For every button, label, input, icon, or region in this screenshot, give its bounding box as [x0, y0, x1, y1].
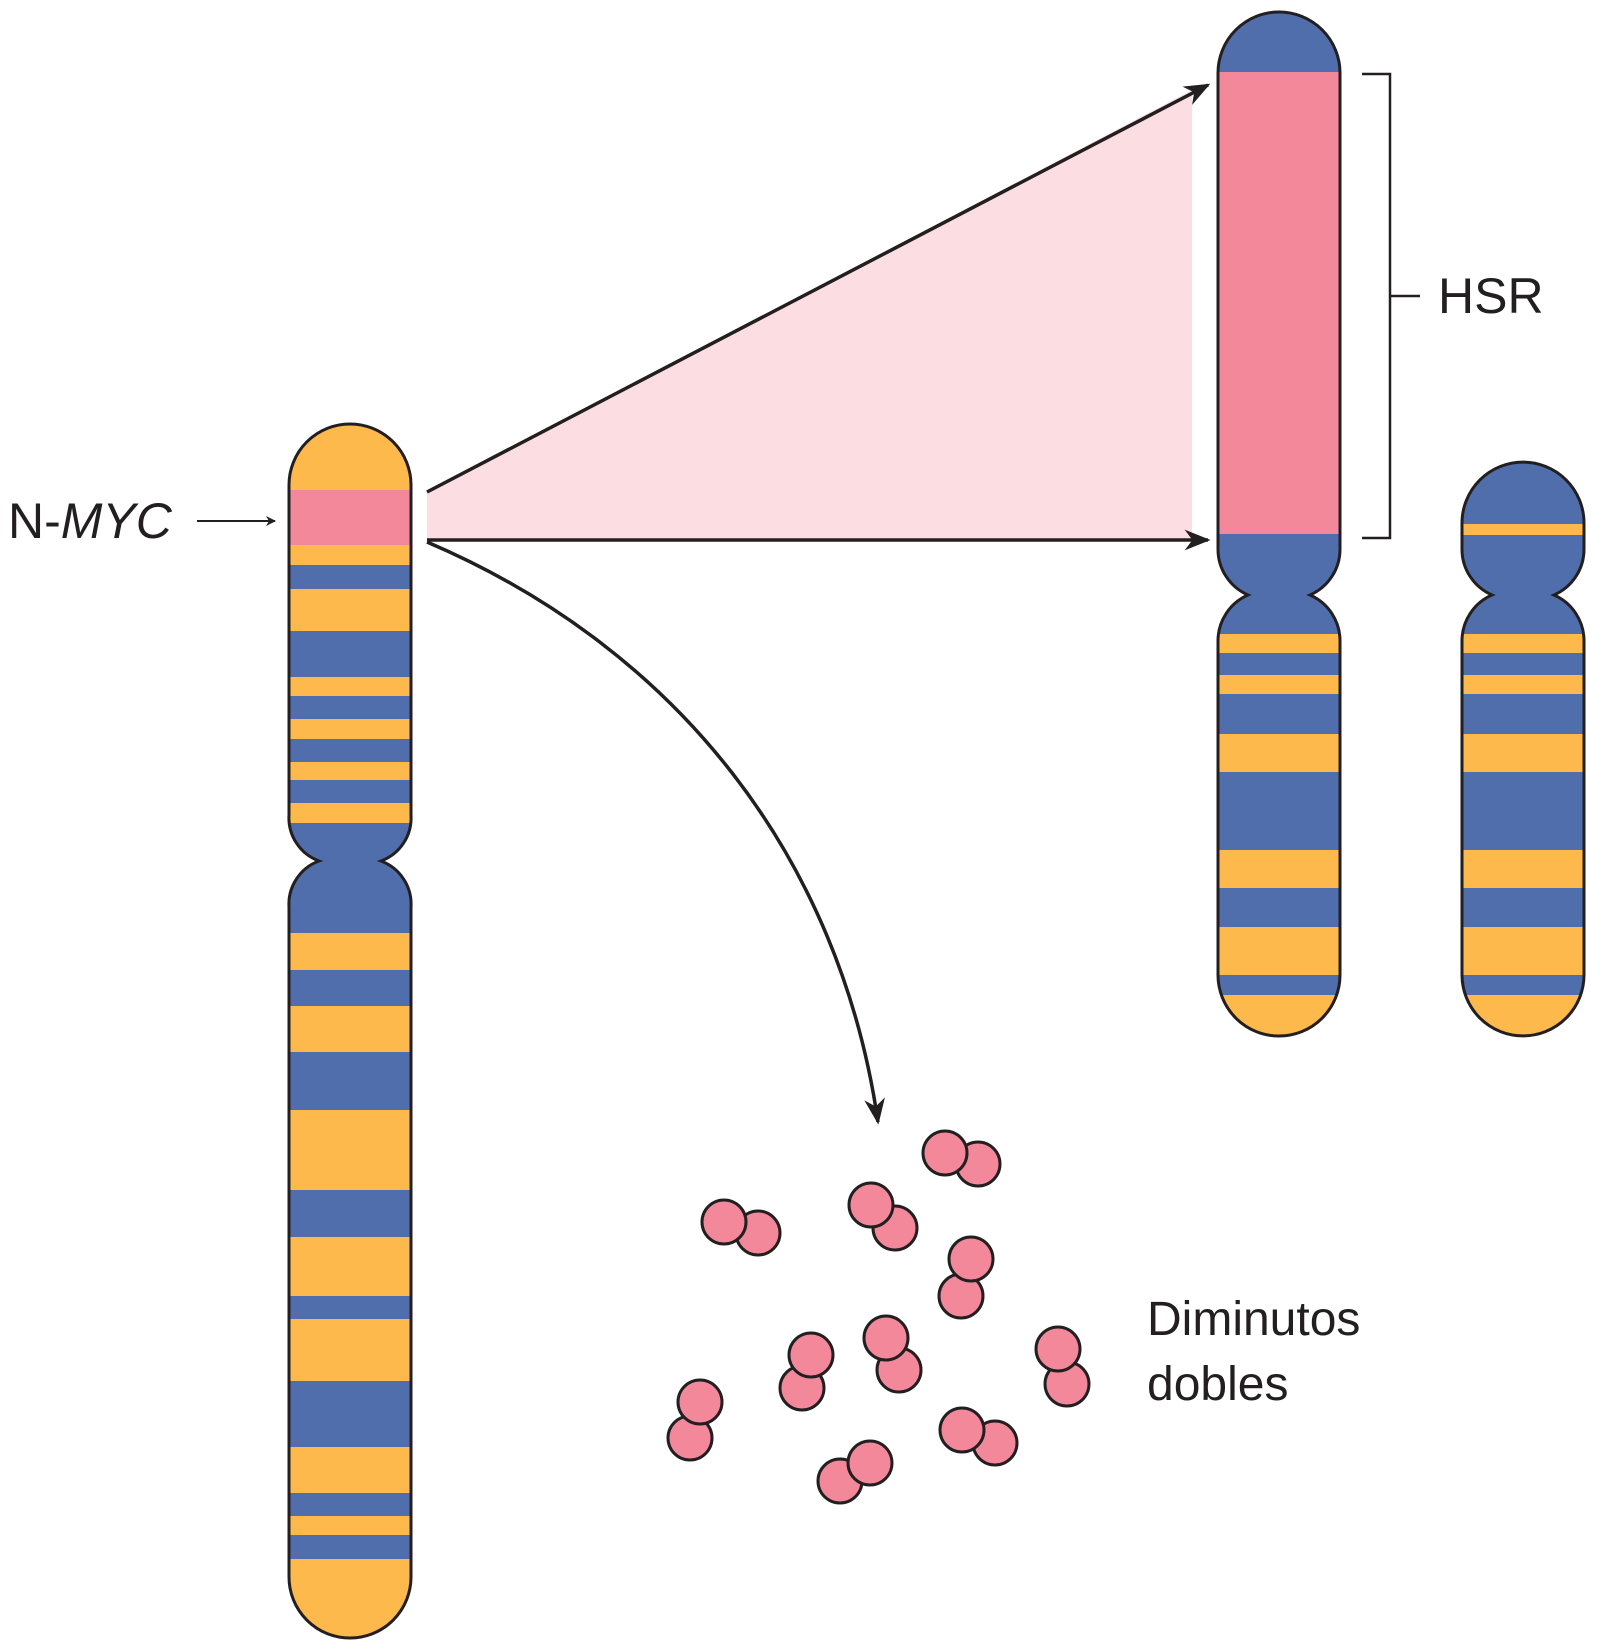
- chromosome-original: [287, 422, 413, 1640]
- double-minute-pair: [862, 1314, 923, 1394]
- chromosome-normal: [1460, 460, 1586, 1038]
- hsr-label: HSR: [1438, 268, 1544, 324]
- arrow-to-hsr-top: [426, 83, 1211, 494]
- double-minute-pair: [921, 1129, 1002, 1188]
- double-minute-pair: [1034, 1325, 1091, 1408]
- n-myc-prefix: N-: [8, 493, 61, 549]
- double-minutes: [666, 1129, 1091, 1505]
- double-minute-pair: [937, 1235, 995, 1320]
- arrow-to-double-minutes: [426, 540, 885, 1125]
- double-minutes-label-line2: dobles: [1147, 1358, 1288, 1411]
- chromosome-hsr: [1216, 10, 1342, 1038]
- double-minute-pair: [666, 1378, 724, 1462]
- double-minutes-label-line1: Diminutos: [1147, 1293, 1360, 1346]
- amplification-projection-wedge: [427, 90, 1192, 540]
- n-myc-gene-name: MYC: [61, 493, 173, 549]
- double-minute-pair: [700, 1198, 782, 1257]
- double-minute-pair: [847, 1181, 919, 1252]
- double-minute-pair: [938, 1406, 1019, 1467]
- double-minute-pair: [778, 1331, 835, 1412]
- double-minute-pair: [816, 1439, 894, 1505]
- hsr-bracket: [1362, 72, 1420, 540]
- n-myc-label: N-MYC: [8, 493, 173, 549]
